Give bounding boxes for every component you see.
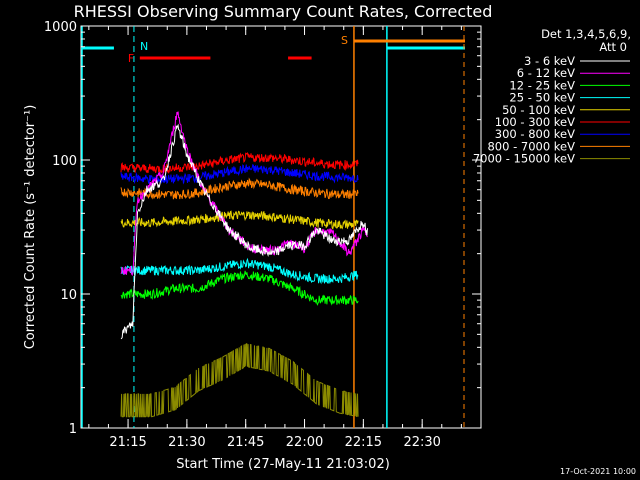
y-tick-label: 1000	[44, 20, 77, 35]
x-tick-label: 22:15	[345, 435, 382, 450]
series-line-2	[120, 111, 368, 277]
legend-label-2: 6 - 12 keV	[517, 66, 575, 80]
y-tick-label: 100	[52, 154, 77, 169]
x-axis-ticks: 21:15 21:30 21:45 22:00 22:15 22:30	[88, 26, 482, 450]
x-tick-label: 22:30	[403, 435, 440, 450]
date-stamp: 17-Oct-2021 10:00	[560, 467, 636, 476]
chart-title: RHESSI Observing Summary Count Rates, Co…	[74, 2, 493, 21]
y-tick-label: 1	[69, 422, 77, 437]
state-flags: NF S	[81, 26, 465, 428]
y-axis-ticks: 1 10 100 1000	[44, 20, 481, 437]
series-line-6	[120, 151, 359, 174]
legend-label-7: 300 - 800 keV	[495, 127, 575, 141]
x-tick-label: 21:45	[227, 435, 264, 450]
series-line-4	[120, 257, 359, 285]
legend-label-3: 12 - 25 keV	[509, 78, 575, 92]
flag-label-n: N	[140, 40, 148, 53]
series-line-8	[120, 177, 359, 200]
x-tick-label: 21:15	[109, 435, 146, 450]
y-tick-label: 10	[60, 288, 77, 303]
series-layer	[120, 111, 368, 418]
legend-label-1: 3 - 6 keV	[524, 54, 575, 68]
legend-label-5: 50 - 100 keV	[502, 103, 575, 117]
plot-border	[80, 25, 482, 429]
flag-label-f: F	[128, 52, 134, 65]
series-line-5	[120, 210, 359, 230]
plot-frame	[80, 25, 482, 429]
series-line-7	[120, 163, 359, 185]
legend-label-9: 7000 - 15000 keV	[473, 152, 575, 166]
series-line-1	[120, 123, 368, 340]
y-axis-label: Corrected Count Rate (s⁻¹ detector⁻¹)	[23, 105, 38, 350]
legend-label-8: 800 - 7000 keV	[487, 139, 575, 153]
x-tick-label: 21:30	[168, 435, 205, 450]
legend-header-line-2: Att 0	[599, 40, 627, 54]
series-line-3	[120, 270, 359, 306]
x-tick-label: 22:00	[286, 435, 323, 450]
legend-label-6: 100 - 300 keV	[495, 115, 575, 129]
flag-label-s: S	[341, 34, 348, 47]
legend-header-line-1: Det 1,3,4,5,6,9,	[541, 27, 631, 41]
x-axis-label: Start Time (27-May-11 21:03:02)	[176, 457, 390, 472]
series-line-9	[120, 343, 359, 418]
legend-label-4: 25 - 50 keV	[509, 91, 575, 105]
